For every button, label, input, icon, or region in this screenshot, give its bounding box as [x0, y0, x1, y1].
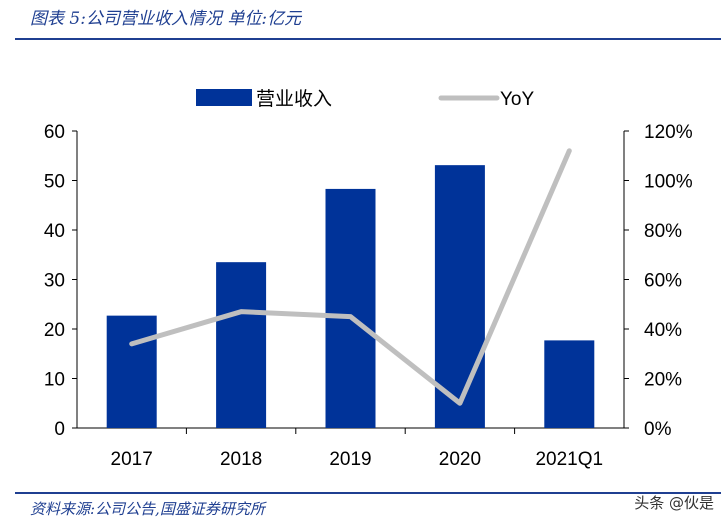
bar-revenue — [434, 165, 485, 428]
y-right-tick-label: 0% — [644, 419, 672, 440]
y-right-tick-label: 120% — [644, 122, 693, 143]
legend-label-yoy: YoY — [500, 89, 534, 110]
x-tick-label: 2019 — [329, 449, 371, 470]
y-right-tick-label: 20% — [644, 370, 682, 391]
y-left-tick-label: 0 — [54, 419, 65, 440]
y-left-tick-label: 30 — [44, 271, 65, 292]
legend-label-revenue: 营业收入 — [256, 88, 332, 110]
watermark: 头条 @伙是 — [634, 494, 714, 512]
chart-title: 图表 5:公司营业收入情况 单位:亿元 — [30, 9, 302, 29]
x-tick-label: 2017 — [111, 449, 153, 470]
y-left-tick-label: 20 — [44, 320, 65, 341]
y-left-tick-label: 60 — [44, 122, 65, 143]
y-left-tick-label: 50 — [44, 172, 65, 193]
x-tick-label: 2018 — [220, 449, 262, 470]
y-right-tick-label: 40% — [644, 320, 682, 341]
y-right-tick-label: 80% — [644, 221, 682, 242]
bar-revenue — [216, 262, 267, 428]
bar-revenue — [544, 340, 595, 428]
legend-swatch-revenue — [196, 89, 252, 106]
y-left-tick-label: 40 — [44, 221, 65, 242]
line-yoy — [129, 148, 572, 406]
top-divider — [15, 38, 721, 40]
bar-revenue — [106, 315, 157, 428]
x-tick-label: 2020 — [439, 449, 481, 470]
chart: 0 10 20 30 40 50 60 0% 20% 40% 60% 80% 100% 120% 2017 2… — [44, 88, 693, 470]
y-left-tick-label: 10 — [44, 370, 65, 391]
bottom-divider — [15, 492, 721, 494]
source-note: 资料来源:公司公告,国盛证券研究所 — [30, 500, 265, 518]
x-tick-label: 2021Q1 — [535, 449, 603, 470]
y-right-tick-label: 100% — [644, 172, 693, 193]
bar-revenue — [325, 188, 376, 428]
y-right-tick-label: 60% — [644, 271, 682, 292]
